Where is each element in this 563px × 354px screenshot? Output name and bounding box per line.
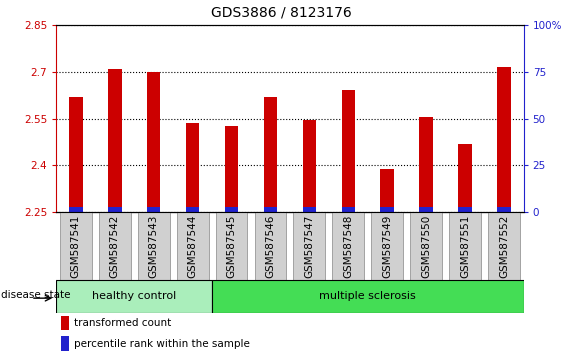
Text: GSM587551: GSM587551 [460, 215, 470, 278]
Text: GSM587552: GSM587552 [499, 215, 509, 278]
Bar [254, 212, 287, 280]
Bar [381, 169, 394, 212]
Bar [410, 212, 442, 280]
Bar [419, 207, 433, 212]
Text: GSM587546: GSM587546 [266, 215, 275, 278]
Bar [225, 207, 238, 212]
Bar [61, 316, 69, 330]
Text: GSM587541: GSM587541 [71, 215, 81, 278]
Text: GSM587543: GSM587543 [149, 215, 159, 278]
Bar [147, 72, 160, 212]
Bar [449, 212, 481, 280]
Text: disease state: disease state [1, 290, 70, 300]
Bar [458, 207, 472, 212]
Bar [186, 207, 199, 212]
Bar [60, 212, 92, 280]
Bar [61, 337, 69, 351]
Bar [147, 207, 160, 212]
Text: GSM587550: GSM587550 [421, 215, 431, 278]
Bar [332, 212, 364, 280]
Bar [263, 97, 278, 212]
Bar [458, 144, 472, 212]
Bar [381, 207, 394, 212]
Bar [69, 207, 83, 212]
Text: transformed count: transformed count [74, 319, 171, 329]
Bar [108, 207, 122, 212]
Text: GSM587548: GSM587548 [343, 215, 354, 278]
Bar [69, 97, 83, 212]
Text: GSM587549: GSM587549 [382, 215, 392, 278]
Text: GDS3886 / 8123176: GDS3886 / 8123176 [211, 5, 352, 19]
Bar [99, 212, 131, 280]
Bar [497, 67, 511, 212]
Text: GSM587545: GSM587545 [226, 215, 236, 278]
Text: GSM587544: GSM587544 [187, 215, 198, 278]
Bar [342, 90, 355, 212]
Text: percentile rank within the sample: percentile rank within the sample [74, 339, 250, 349]
Bar [293, 212, 325, 280]
Text: healthy control: healthy control [92, 291, 176, 302]
Bar [342, 207, 355, 212]
Bar [108, 69, 122, 212]
Bar [186, 123, 199, 212]
Bar [488, 212, 520, 280]
Bar [225, 126, 238, 212]
Bar [302, 207, 316, 212]
Bar [372, 212, 403, 280]
Text: GSM587542: GSM587542 [110, 215, 120, 278]
Bar [56, 280, 212, 313]
Text: multiple sclerosis: multiple sclerosis [319, 291, 416, 302]
Bar [177, 212, 208, 280]
Bar [263, 207, 278, 212]
Bar [212, 280, 524, 313]
Bar [419, 117, 433, 212]
Bar [216, 212, 248, 280]
Bar [497, 207, 511, 212]
Bar [138, 212, 169, 280]
Text: GSM587547: GSM587547 [305, 215, 314, 278]
Bar [302, 120, 316, 212]
